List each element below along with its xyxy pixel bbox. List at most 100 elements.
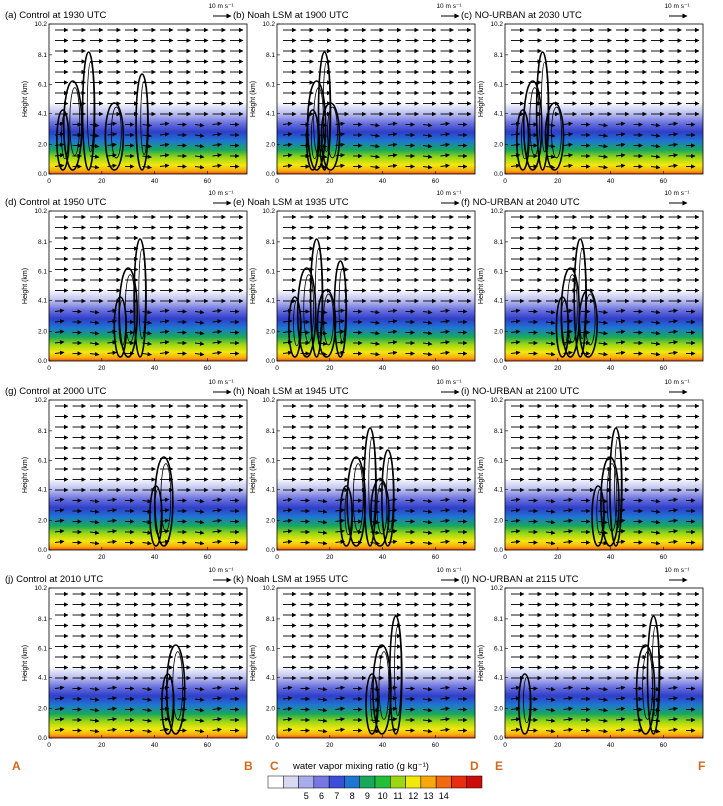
wind-vector (317, 530, 328, 535)
wind-vector (335, 350, 345, 356)
wind-vector (563, 142, 573, 148)
wind-vector (107, 727, 117, 733)
wind-vector (194, 309, 205, 315)
wind-vector (440, 340, 450, 345)
y-axis-label: Height (km) (22, 645, 29, 681)
wind-vector (510, 696, 521, 701)
wind-vector (282, 518, 293, 524)
contour-line (293, 299, 301, 347)
contour-line (339, 485, 354, 547)
wind-vector (650, 686, 661, 692)
wind-vector (650, 164, 661, 170)
wind-vector (89, 154, 100, 159)
wind-vector (212, 350, 222, 356)
endpoint-label: E (495, 759, 503, 773)
wind-vector (159, 350, 170, 356)
y-tick-label: 2.0 (494, 518, 503, 525)
y-tick-label: 0.0 (494, 547, 503, 554)
wind-vector (422, 330, 433, 336)
x-tick-label: 40 (151, 178, 159, 185)
wind-vectors (54, 403, 244, 546)
wind-vector (54, 727, 65, 733)
wind-vector (159, 508, 170, 513)
wind-vector (650, 143, 661, 149)
wind-vector (545, 540, 556, 546)
wind-vector (212, 163, 222, 169)
wind-vector (282, 142, 293, 148)
wind-vector (54, 142, 65, 148)
contour-line (86, 61, 95, 153)
wind-vector (545, 143, 556, 149)
wind-vector (335, 497, 345, 503)
moisture-field (505, 24, 703, 174)
wind-vector (615, 717, 626, 722)
x-tick-label: 0 (275, 365, 279, 372)
wind-vector (668, 518, 678, 524)
wind-vector (282, 329, 293, 335)
y-tick-label: 6.1 (494, 268, 503, 275)
wind-vector (510, 727, 521, 733)
contour-line (646, 615, 661, 735)
contour-line (386, 457, 394, 531)
wind-vector (54, 319, 65, 324)
y-tick-label: 10.2 (490, 585, 503, 592)
wind-vector (422, 498, 433, 504)
wind-vector (440, 518, 450, 524)
wind-vector (159, 706, 170, 712)
contour-line (551, 106, 562, 159)
endpoint-label: C (270, 759, 279, 773)
y-tick-label: 6.1 (266, 457, 275, 464)
wind-vector (598, 697, 608, 702)
panel-title: (a) Control at 1930 UTC (5, 10, 107, 21)
wind-vector (370, 707, 380, 713)
y-axis-label: Height (km) (250, 645, 257, 681)
x-tick-label: 20 (326, 554, 334, 561)
wind-vector (54, 121, 65, 127)
wind-reference-label: 10 m s⁻¹ (664, 379, 690, 386)
wind-vector (107, 163, 117, 169)
x-tick-label: 60 (660, 178, 668, 185)
y-axis-label: Height (km) (22, 81, 29, 117)
wind-vector (107, 685, 117, 691)
colorbar-swatch (313, 775, 330, 789)
y-tick-label: 10.2 (34, 397, 47, 404)
wind-vector (159, 717, 170, 722)
wind-vector (650, 320, 661, 325)
y-axis-label: Height (km) (250, 81, 257, 117)
wind-vector (387, 518, 398, 524)
wind-vector (54, 685, 65, 691)
wind-vector (282, 727, 293, 733)
wind-vector (668, 539, 678, 545)
wind-vector (615, 685, 626, 691)
wind-vector (440, 508, 450, 513)
wind-vector (212, 497, 222, 503)
wind-vector (387, 142, 398, 148)
panel: (l) NO-URBAN at 2115 UTC 10 m s⁻¹ 0.0 2.0 4.… (461, 567, 704, 749)
endpoint-label: B (244, 759, 253, 773)
colorbar-tick-label: 11 (393, 791, 402, 801)
wind-vector (194, 540, 205, 546)
colorbar-tick-label: 6 (319, 791, 324, 801)
wind-vector (335, 132, 345, 137)
wind-vector (317, 143, 328, 149)
wind-vector (159, 497, 170, 503)
y-axis-label: Height (km) (250, 268, 257, 304)
wind-vector (615, 696, 626, 701)
wind-vector (510, 539, 521, 545)
y-tick-label: 0.0 (494, 735, 503, 742)
colorbar-tick-label: 7 (334, 791, 339, 801)
wind-vector (335, 142, 345, 148)
x-tick-label: 20 (98, 178, 106, 185)
y-tick-label: 8.1 (494, 239, 503, 246)
wind-vector (668, 706, 678, 712)
wind-vector (282, 508, 293, 513)
wind-vector (317, 351, 328, 357)
contour-line (322, 61, 331, 153)
wind-vector (598, 309, 608, 315)
wind-reference-label: 10 m s⁻¹ (436, 190, 462, 197)
wind-vector (212, 539, 222, 545)
panel-frame (48, 23, 248, 175)
contour-line (578, 289, 598, 358)
wind-vector (668, 727, 678, 733)
y-tick-label: 6.1 (266, 645, 275, 652)
